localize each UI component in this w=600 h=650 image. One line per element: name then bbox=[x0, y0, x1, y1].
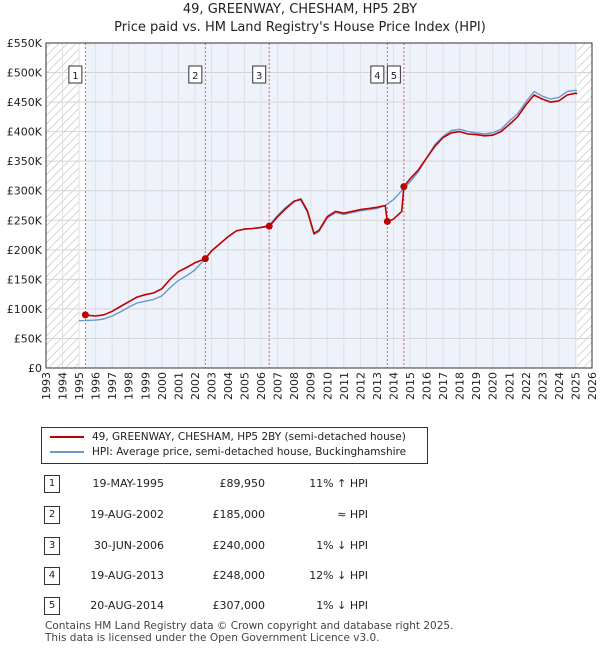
transaction-number: 1 bbox=[44, 475, 60, 493]
sale-number-label: 3 bbox=[256, 71, 262, 82]
transaction-hpi: ≈ HPI bbox=[337, 508, 368, 521]
sale-number-label: 1 bbox=[72, 71, 78, 82]
x-tick-label: 2007 bbox=[272, 372, 285, 400]
transaction-hpi: 12% ↓ HPI bbox=[309, 569, 368, 582]
hatched-region bbox=[577, 43, 592, 368]
x-tick-label: 2018 bbox=[454, 372, 467, 400]
x-tick-label: 2015 bbox=[404, 372, 417, 400]
legend-swatch-property bbox=[50, 436, 84, 438]
legend-item-hpi: HPI: Average price, semi-detached house,… bbox=[50, 446, 406, 462]
transaction-number: 4 bbox=[44, 567, 60, 585]
y-tick-label: £0 bbox=[28, 362, 42, 375]
x-tick-label: 2006 bbox=[255, 372, 268, 400]
chart-subtitle: Price paid vs. HM Land Registry's House … bbox=[114, 20, 486, 35]
transaction-price: £185,000 bbox=[212, 508, 266, 521]
y-tick-label: £300K bbox=[7, 185, 43, 198]
x-tick-label: 2014 bbox=[387, 372, 400, 400]
y-tick-label: £450K bbox=[7, 96, 43, 109]
transaction-number: 3 bbox=[44, 537, 60, 555]
transaction-date: 30-JUN-2006 bbox=[93, 539, 164, 552]
sale-number-box bbox=[188, 65, 203, 84]
x-tick-label: 1999 bbox=[139, 372, 152, 400]
sale-point bbox=[400, 183, 408, 191]
x-tick-label: 1995 bbox=[73, 372, 86, 400]
transaction-price: £307,000 bbox=[212, 599, 266, 612]
x-tick-label: 1998 bbox=[123, 372, 136, 400]
x-tick-label: 1996 bbox=[90, 372, 103, 400]
sale-number-label: 4 bbox=[374, 71, 380, 82]
chart-legend: 49, GREENWAY, CHESHAM, HP5 2BY (semi-det… bbox=[41, 427, 428, 464]
sale-number-box bbox=[370, 65, 385, 84]
transaction-number: 2 bbox=[44, 506, 60, 524]
x-tick-label: 2020 bbox=[487, 372, 500, 400]
x-tick-label: 2000 bbox=[156, 372, 169, 400]
price-chart: 1 2 3 4 5 £0 £50K £100K £150K £200K £250K £300K £350… bbox=[7, 37, 599, 400]
x-tick-label: 2016 bbox=[421, 372, 434, 400]
y-tick-label: £200K bbox=[7, 244, 43, 257]
y-tick-label: £100K bbox=[7, 303, 43, 316]
transaction-price: £240,000 bbox=[212, 539, 266, 552]
x-tick-label: 2005 bbox=[239, 372, 252, 400]
y-tick-label: £350K bbox=[7, 155, 43, 168]
footer-licence: This data is licensed under the Open Gov… bbox=[45, 632, 380, 644]
footer-copyright: Contains HM Land Registry data © Crown c… bbox=[45, 620, 454, 632]
x-tick-label: 2026 bbox=[586, 372, 599, 400]
x-tick-label: 2017 bbox=[437, 372, 450, 400]
x-tick-label: 2013 bbox=[371, 372, 384, 400]
chart-title: 49, GREENWAY, CHESHAM, HP5 2BY bbox=[182, 2, 418, 17]
x-tick-label: 2012 bbox=[354, 372, 367, 400]
sale-number-box bbox=[386, 65, 401, 84]
legend-swatch-hpi bbox=[50, 451, 84, 453]
transaction-hpi: 1% ↓ HPI bbox=[316, 539, 368, 552]
sale-number-box bbox=[252, 65, 267, 84]
plot-frame bbox=[45, 42, 593, 369]
transaction-date: 20-AUG-2014 bbox=[90, 599, 164, 612]
x-tick-label: 2001 bbox=[172, 372, 185, 400]
legend-item-property: 49, GREENWAY, CHESHAM, HP5 2BY (semi-det… bbox=[50, 431, 406, 447]
y-tick-label: £500K bbox=[7, 67, 43, 80]
legend-label-hpi: HPI: Average price, semi-detached house,… bbox=[92, 446, 407, 458]
x-tick-label: 2008 bbox=[288, 372, 301, 400]
x-tick-label: 2025 bbox=[569, 372, 582, 400]
shaded-band bbox=[85, 43, 578, 368]
transaction-price: £248,000 bbox=[212, 569, 266, 582]
sale-number-label: 5 bbox=[391, 71, 397, 82]
x-tick-label: 2024 bbox=[553, 372, 566, 400]
x-tick-label: 2019 bbox=[470, 372, 483, 400]
y-tick-label: £550K bbox=[7, 37, 43, 50]
transaction-hpi: 1% ↓ HPI bbox=[316, 599, 368, 612]
sale-point bbox=[201, 255, 209, 263]
x-tick-label: 2022 bbox=[520, 372, 533, 400]
x-tick-label: 2003 bbox=[205, 372, 218, 400]
x-tick-label: 1994 bbox=[57, 372, 70, 400]
x-tick-label: 2009 bbox=[305, 372, 318, 400]
y-tick-label: £400K bbox=[7, 126, 43, 139]
x-tick-label: 2010 bbox=[321, 372, 334, 400]
transaction-price: £89,950 bbox=[219, 477, 266, 490]
x-tick-label: 2004 bbox=[222, 372, 235, 400]
sale-number-label: 2 bbox=[192, 71, 198, 82]
property-price-line bbox=[85, 92, 578, 317]
x-tick-label: 2002 bbox=[189, 372, 202, 400]
x-tick-label: 2023 bbox=[536, 372, 549, 400]
transaction-date: 19-AUG-2002 bbox=[90, 508, 164, 521]
y-tick-label: £150K bbox=[7, 273, 43, 286]
y-tick-label: £250K bbox=[7, 214, 43, 227]
transaction-date: 19-AUG-2013 bbox=[90, 569, 164, 582]
sale-point bbox=[81, 311, 89, 319]
legend-label-property: 49, GREENWAY, CHESHAM, HP5 2BY (semi-det… bbox=[92, 431, 406, 443]
transaction-number: 5 bbox=[44, 597, 60, 615]
x-tick-label: 2021 bbox=[503, 372, 516, 400]
x-tick-label: 1997 bbox=[106, 372, 119, 400]
transaction-hpi: 11% ↑ HPI bbox=[309, 477, 368, 490]
transaction-date: 19-MAY-1995 bbox=[92, 477, 164, 490]
x-tick-label: 2011 bbox=[338, 372, 351, 400]
sale-point bbox=[383, 217, 391, 225]
sale-point bbox=[265, 222, 273, 230]
y-tick-label: £50K bbox=[14, 332, 43, 345]
sale-number-box bbox=[68, 65, 83, 84]
x-tick-label: 1993 bbox=[40, 372, 53, 400]
